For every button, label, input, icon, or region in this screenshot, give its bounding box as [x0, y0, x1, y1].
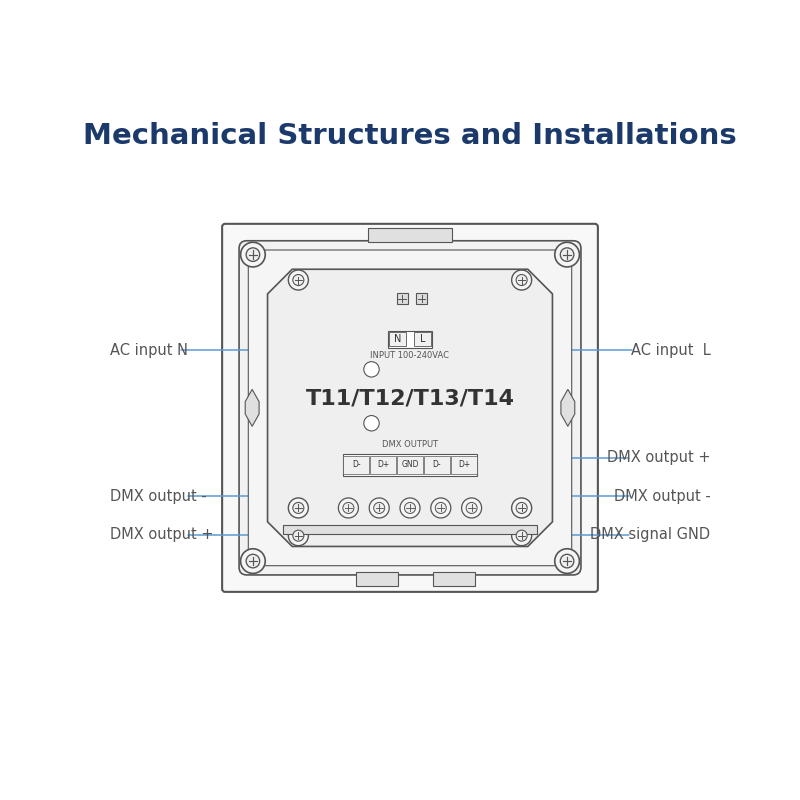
Circle shape — [516, 274, 527, 286]
Text: D+: D+ — [377, 460, 389, 470]
Bar — [398, 455, 422, 474]
Circle shape — [246, 248, 260, 262]
Bar — [368, 229, 452, 242]
Bar — [388, 331, 432, 348]
Bar — [416, 293, 427, 304]
Text: Mechanical Structures and Installations: Mechanical Structures and Installations — [83, 122, 737, 150]
Circle shape — [293, 530, 304, 541]
Circle shape — [462, 498, 482, 518]
Circle shape — [293, 502, 304, 514]
Bar — [356, 572, 398, 586]
Text: L: L — [419, 334, 425, 344]
Polygon shape — [267, 270, 553, 546]
Bar — [451, 455, 477, 474]
Polygon shape — [561, 390, 574, 426]
Circle shape — [512, 498, 532, 518]
Text: T11/T12/T13/T14: T11/T12/T13/T14 — [306, 389, 514, 409]
Polygon shape — [246, 390, 259, 426]
Circle shape — [241, 549, 266, 574]
Text: DMX OUTPUT: DMX OUTPUT — [382, 440, 438, 450]
Bar — [433, 572, 475, 586]
Circle shape — [338, 498, 358, 518]
Circle shape — [400, 498, 420, 518]
Text: DMX output +: DMX output + — [110, 527, 213, 542]
Bar — [283, 525, 537, 534]
Circle shape — [246, 554, 260, 568]
Circle shape — [343, 502, 354, 514]
Circle shape — [466, 502, 477, 514]
Bar — [397, 293, 408, 304]
Circle shape — [374, 502, 385, 514]
Circle shape — [405, 502, 415, 514]
Circle shape — [369, 498, 390, 518]
Text: GND: GND — [402, 460, 418, 470]
Text: DMX output -: DMX output - — [614, 489, 710, 504]
Text: AC input  L: AC input L — [630, 342, 710, 358]
Text: DMX signal GND: DMX signal GND — [590, 527, 710, 542]
Bar — [390, 332, 406, 346]
FancyBboxPatch shape — [222, 224, 598, 592]
Bar — [343, 455, 369, 474]
Text: N: N — [394, 334, 402, 344]
Circle shape — [554, 242, 579, 267]
Bar — [414, 332, 430, 346]
Circle shape — [241, 242, 266, 267]
Text: D+: D+ — [458, 460, 470, 470]
Circle shape — [554, 549, 579, 574]
Text: INPUT 100-240VAC: INPUT 100-240VAC — [370, 351, 450, 360]
Circle shape — [288, 526, 308, 546]
Bar — [342, 454, 478, 476]
FancyBboxPatch shape — [248, 250, 572, 566]
Text: D-: D- — [433, 460, 442, 470]
Bar — [370, 455, 396, 474]
Circle shape — [293, 274, 304, 286]
Text: DMX output -: DMX output - — [110, 489, 206, 504]
Text: AC input N: AC input N — [110, 342, 188, 358]
Circle shape — [516, 502, 527, 514]
Circle shape — [560, 554, 574, 568]
Circle shape — [516, 530, 527, 541]
Circle shape — [364, 415, 379, 431]
Circle shape — [288, 498, 308, 518]
Circle shape — [512, 270, 532, 290]
Circle shape — [364, 362, 379, 377]
Bar — [424, 455, 450, 474]
FancyBboxPatch shape — [239, 241, 581, 575]
Circle shape — [435, 502, 446, 514]
Circle shape — [288, 270, 308, 290]
Text: D-: D- — [352, 460, 361, 470]
Circle shape — [512, 526, 532, 546]
Circle shape — [560, 248, 574, 262]
Text: DMX output +: DMX output + — [607, 450, 710, 466]
Circle shape — [430, 498, 451, 518]
